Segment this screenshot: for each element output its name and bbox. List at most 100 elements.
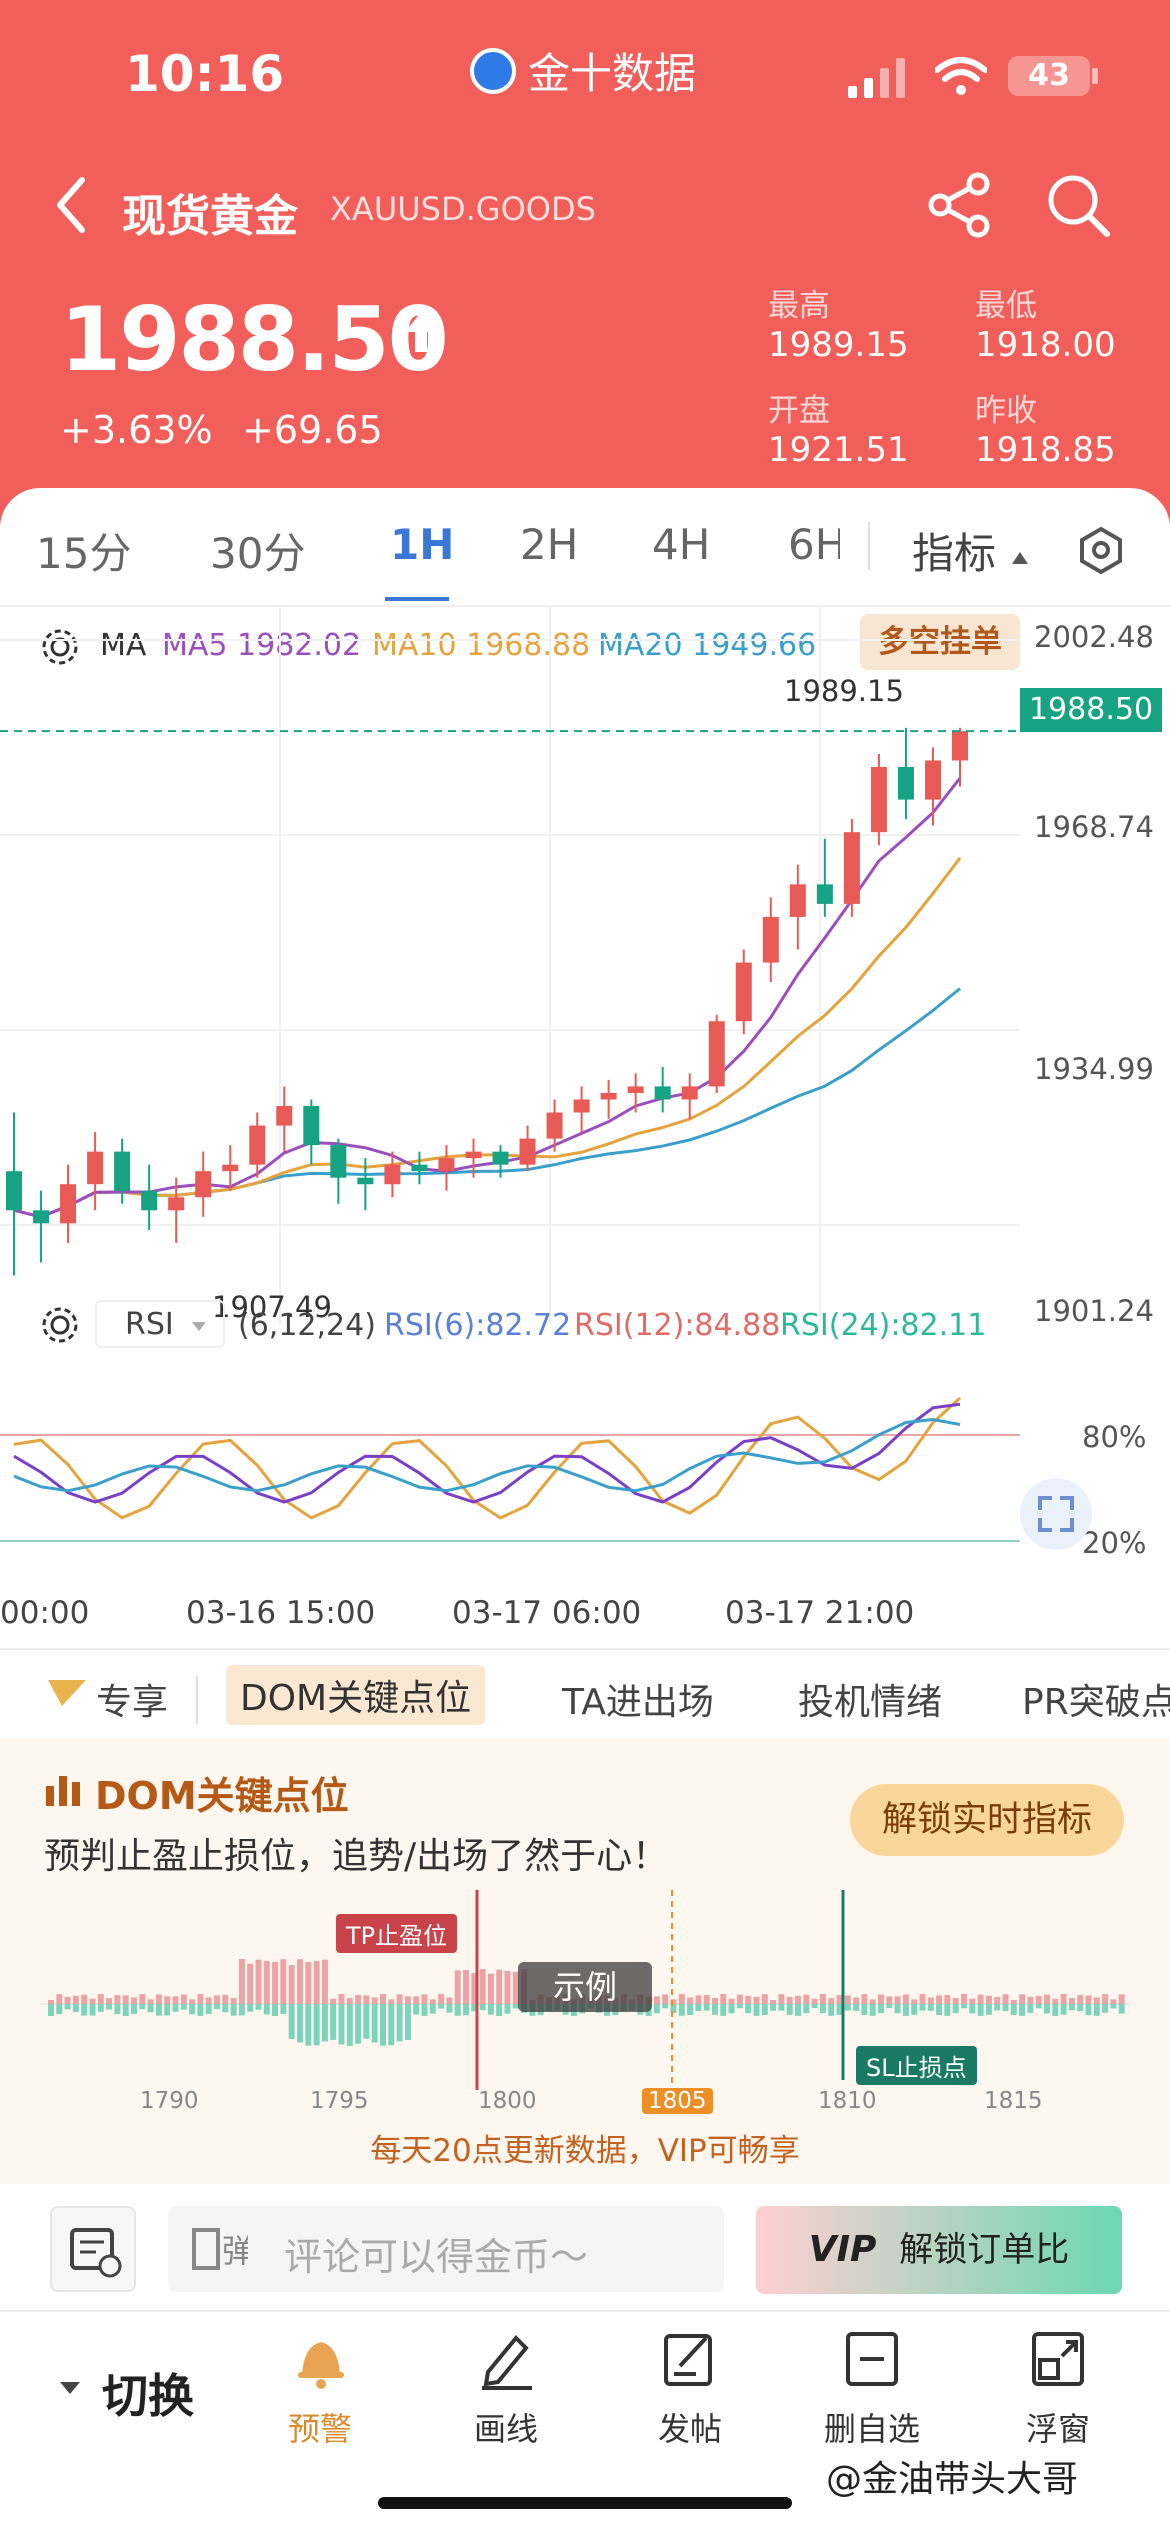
floating-window-icon[interactable] (1028, 2328, 1088, 2390)
fullscreen-button[interactable] (1020, 1478, 1092, 1550)
dom-example-chart (40, 1890, 1130, 2090)
settings-hexagon-icon[interactable] (1078, 526, 1124, 574)
dom-bar-up (878, 1994, 884, 2004)
comment-input[interactable]: 弹 评论可以得金币～ (168, 2206, 724, 2292)
dom-bar-up (695, 1995, 702, 2004)
dom-bar-down (139, 2004, 146, 2010)
switch-button[interactable]: 切换 (102, 2369, 194, 2423)
tab-exclusive[interactable]: 专享 (96, 1682, 169, 1723)
dom-bar-down (919, 2004, 926, 2011)
dom-bar-down (994, 2004, 1001, 2011)
dom-bar-up (736, 1994, 743, 2004)
draw-line-icon[interactable] (476, 2328, 536, 2390)
dom-bar-up (703, 1995, 710, 2004)
back-arrow-icon[interactable] (52, 175, 92, 235)
tab-15min[interactable]: 15分 (36, 529, 132, 578)
share-icon[interactable] (928, 172, 992, 238)
dom-bar-up (122, 1995, 129, 2004)
dom-bar-up (1060, 1994, 1067, 2004)
stat-low-value: 1918.00 (975, 325, 1116, 365)
dom-bar-down (844, 2004, 851, 2011)
nav-float-label[interactable]: 浮窗 (1025, 2410, 1090, 2448)
dom-bar-down (504, 2004, 511, 2014)
nav-draw-label[interactable]: 画线 (473, 2410, 538, 2448)
dom-bar-up (280, 1959, 287, 2004)
dom-bar-up (1035, 1995, 1042, 2004)
tab-30min[interactable]: 30分 (210, 529, 306, 578)
dom-bar-up (189, 1999, 196, 2004)
dom-bar-up (1093, 1997, 1100, 2004)
candle-body (168, 1197, 185, 1211)
dom-bar-up (313, 1960, 320, 2004)
candle-body (600, 1092, 617, 1100)
indicator-menu[interactable]: 指标 (912, 529, 997, 578)
dom-bar-down (114, 2004, 121, 2015)
dom-bar-down (861, 2004, 868, 2015)
dom-bar-up (861, 1994, 868, 2004)
tab-2h[interactable]: 2H (520, 520, 579, 569)
dom-bar-down (969, 2004, 976, 2014)
dom-bar-up (653, 1996, 660, 2004)
dom-bar-down (89, 2004, 96, 2016)
dom-bar-up (330, 1998, 337, 2004)
dom-bar-down (977, 2004, 984, 2016)
dom-tick-3: 1805 (642, 2088, 713, 2114)
dom-bar-down (1010, 2004, 1017, 2016)
battery-indicator: 43 (1008, 56, 1090, 96)
candle-body (735, 962, 752, 1022)
nav-alert-label[interactable]: 预警 (287, 2410, 352, 2448)
nav-remove-watchlist-label[interactable]: 删自选 (823, 2410, 920, 2448)
dom-bar-down (653, 2004, 660, 2014)
quote-card-button[interactable] (50, 2206, 136, 2292)
dom-bar-down (222, 2004, 229, 2013)
unlock-order-ratio-button[interactable]: VIP 解锁订单比 (756, 2206, 1122, 2294)
tab-dom-keypoints[interactable]: DOM关键点位 (226, 1665, 486, 1725)
dom-bar-down (811, 2004, 818, 2009)
tab-1h[interactable]: 1H (390, 520, 455, 569)
rsi-chart[interactable] (0, 1350, 1170, 1580)
rsi-gear-icon[interactable] (38, 1303, 82, 1347)
candle-body (681, 1086, 698, 1100)
dom-bar-down (1077, 2004, 1084, 2012)
dom-bar-down (670, 2004, 677, 2013)
dom-bar-up (164, 1996, 171, 2004)
dom-bar-up (1019, 1994, 1026, 2004)
dom-bar-down (819, 2004, 826, 2014)
dom-bar-down (471, 2004, 478, 2012)
dom-bar-up (1027, 1996, 1034, 2004)
dom-bar-up (504, 1970, 511, 2004)
dom-bar-up (1102, 1994, 1109, 2004)
dom-bar-down (380, 2004, 386, 2046)
bell-alert-icon[interactable] (290, 2328, 352, 2390)
dom-bar-down (48, 2004, 54, 2016)
sl-label: SL止损点 (856, 2046, 977, 2085)
tab-speculative-sentiment[interactable]: 投机情绪 (798, 1682, 943, 1723)
dom-bar-up (1010, 1999, 1017, 2004)
rsi-line-2 (13, 1418, 961, 1493)
rsi12-value: RSI(12):84.88 (574, 1308, 781, 1343)
feature-tabs-separator (0, 1648, 1170, 1650)
candle-body (438, 1158, 455, 1172)
dom-bar-down (272, 2004, 279, 2016)
tab-pr-breakout[interactable]: PR突破点 (1022, 1682, 1170, 1723)
time-axis-label-1: 03-16 15:00 (186, 1595, 376, 1631)
tab-6h[interactable]: 6H (788, 520, 840, 569)
candlestick-chart[interactable] (0, 605, 1170, 1340)
search-icon[interactable] (1045, 172, 1111, 238)
remove-watchlist-icon[interactable] (842, 2328, 902, 2390)
dom-bar-up (886, 1996, 893, 2004)
tab-4h[interactable]: 4H (652, 520, 711, 569)
tab-ta-entry-exit[interactable]: TA进出场 (562, 1682, 714, 1723)
dom-bar-up (919, 1994, 926, 2004)
dom-bar-up (1002, 1994, 1009, 2004)
long-short-orders-button[interactable]: 多空挂单 (860, 614, 1020, 670)
unlock-realtime-button[interactable]: 解锁实时指标 (850, 1784, 1124, 1856)
rsi-selector[interactable]: RSI (95, 1300, 225, 1348)
dom-bar-up (114, 1995, 121, 2004)
post-icon[interactable] (660, 2328, 720, 2390)
dom-bar-up (811, 1998, 818, 2004)
dom-bar-up (786, 1996, 793, 2004)
nav-post-label[interactable]: 发帖 (657, 2410, 722, 2448)
dom-bar-up (396, 1994, 403, 2004)
dom-bar-up (180, 1994, 187, 2004)
